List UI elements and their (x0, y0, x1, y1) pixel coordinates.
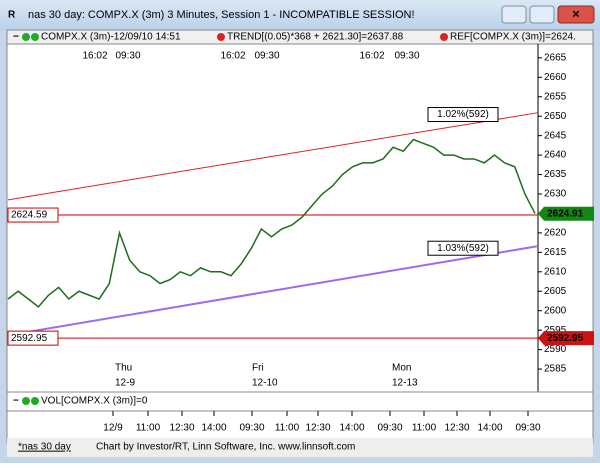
legend-text: REF[COMPX.X (3m)]=2624. (450, 32, 576, 43)
close-glyph: ✕ (572, 10, 580, 21)
legend-dot (22, 33, 30, 41)
price-tag-label: 2592.95 (547, 333, 584, 344)
legend-dot (31, 397, 39, 405)
day-label: Fri (252, 363, 264, 374)
trend-label: 1.03%(592) (437, 243, 489, 254)
volume-toggle[interactable]: − (13, 396, 19, 407)
trend-line (7, 245, 539, 337)
day-label: 12-9 (115, 378, 135, 389)
x-tick-label: 09:30 (377, 423, 402, 434)
y-tick-label: 2630 (544, 189, 567, 200)
legend-dot (22, 397, 30, 405)
window-title: nas 30 day: COMPX.X (3m) 3 Minutes, Sess… (28, 9, 415, 21)
y-tick-label: 2640 (544, 150, 567, 161)
status-tab[interactable]: *nas 30 day (18, 442, 71, 453)
y-tick-label: 2600 (544, 305, 567, 316)
y-tick-label: 2610 (544, 266, 567, 277)
legend-dot (31, 33, 39, 41)
x-tick-label: 14:00 (201, 423, 226, 434)
x-tick-label: 14:00 (339, 423, 364, 434)
status-bar (7, 438, 593, 457)
app-icon: R (8, 10, 16, 21)
session-label: 16:02 (359, 51, 384, 62)
y-tick-label: 2615 (544, 247, 567, 258)
session-label: 16:02 (220, 51, 245, 62)
y-tick-label: 2590 (544, 344, 567, 355)
ref-label-box (7, 207, 59, 223)
y-tick-label: 2635 (544, 169, 567, 180)
session-label: 09:30 (254, 51, 279, 62)
session-label: 09:30 (115, 51, 140, 62)
y-tick-label: 2605 (544, 286, 567, 297)
legend-text: TREND[(0.05)*368 + 2621.30]=2637.88 (227, 32, 404, 43)
y-tick-label: 2665 (544, 52, 567, 63)
x-tick-label: 12:30 (169, 423, 194, 434)
legend-toggle[interactable]: − (13, 32, 19, 43)
close-button[interactable] (557, 5, 595, 24)
price-line (7, 138, 536, 308)
day-label: 12-13 (392, 378, 418, 389)
trend-label: 1.02%(592) (437, 109, 489, 120)
ref-label: 2592.95 (11, 333, 48, 344)
trend-line (7, 112, 539, 201)
x-tick-label: 14:00 (477, 423, 502, 434)
y-tick-label: 2645 (544, 130, 567, 141)
chart-panel (6, 29, 594, 444)
x-tick-label: 09:30 (515, 423, 540, 434)
legend-dot (440, 33, 448, 41)
day-label: Thu (115, 363, 132, 374)
y-tick-label: 2595 (544, 325, 567, 336)
price-tag-label: 2624.91 (547, 208, 584, 219)
x-tick-label: 09:30 (239, 423, 264, 434)
y-tick-label: 2660 (544, 72, 567, 83)
x-tick-label: 12:30 (305, 423, 330, 434)
y-tick-label: 2650 (544, 111, 567, 122)
legend-dot (217, 33, 225, 41)
y-tick-label: 2620 (544, 228, 567, 239)
legend-bar (6, 29, 594, 45)
maximize-button[interactable] (529, 5, 555, 24)
x-tick-label: 12:30 (444, 423, 469, 434)
trend-label-box (427, 240, 499, 256)
ref-label: 2624.59 (11, 210, 48, 221)
day-label: Mon (392, 363, 411, 374)
x-tick-label: 11:00 (275, 423, 300, 434)
x-tick-label: 11:00 (136, 423, 161, 434)
minimize-button[interactable] (501, 5, 527, 24)
volume-label: VOL[COMPX.X (3m)]=0 (41, 396, 148, 407)
x-tick-label: 11:00 (412, 423, 437, 434)
session-label: 16:02 (82, 51, 107, 62)
y-tick-label: 2585 (544, 364, 567, 375)
price-tag (538, 331, 594, 346)
status-text: Chart by Investor/RT, Linn Software, Inc… (96, 442, 355, 453)
title-bar (0, 0, 600, 30)
x-tick-label: 12/9 (103, 423, 123, 434)
legend-text: COMPX.X (3m)-12/09/10 14:51 (41, 32, 181, 43)
trend-label-box (427, 107, 499, 123)
y-tick-label: 2655 (544, 91, 567, 102)
day-label: 12-10 (252, 378, 278, 389)
session-label: 09:30 (394, 51, 419, 62)
ref-label-box (7, 330, 59, 346)
price-tag (538, 206, 594, 221)
